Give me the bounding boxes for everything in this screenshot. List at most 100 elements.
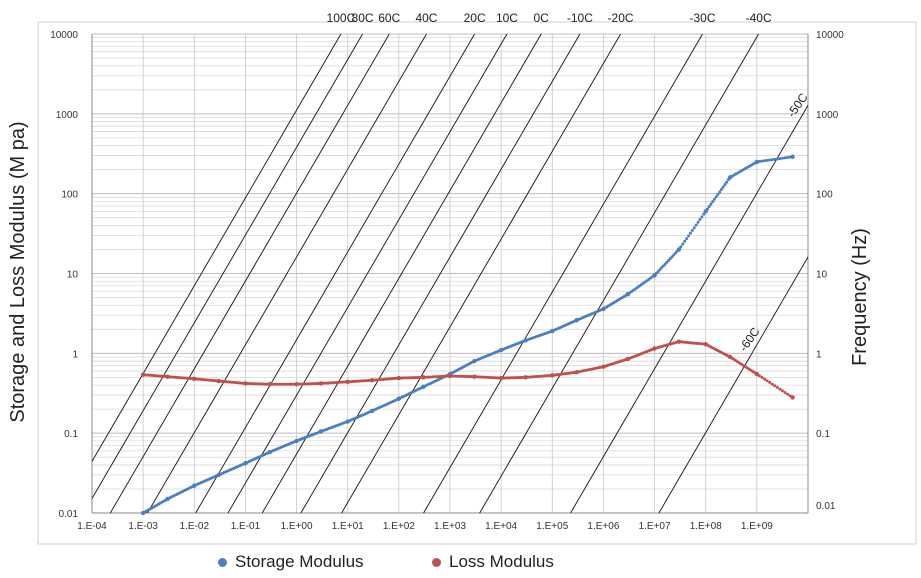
data-point-fill: [600, 308, 604, 312]
data-point-fill: [788, 155, 792, 159]
storage-dot-icon: [218, 557, 227, 567]
data-point-fill: [712, 197, 716, 201]
temperature-line-1: [92, 34, 363, 500]
left-y-tick-label: 100: [61, 190, 78, 201]
data-point-fill: [681, 242, 685, 246]
data-series: [140, 154, 795, 516]
temperature-line-2: [109, 34, 390, 513]
data-point-fill: [395, 398, 399, 402]
temperature-line-5: [227, 34, 508, 513]
data-point-fill: [573, 319, 577, 323]
data-point-fill: [718, 190, 722, 194]
x-tick-label: 1.E+08: [690, 521, 722, 532]
left-y-tick-label: 0.01: [59, 509, 79, 520]
data-point-fill: [760, 159, 764, 163]
right-axis-title: Frequency (Hz): [849, 228, 871, 366]
data-point-fill: [760, 375, 764, 379]
temperature-line-0: [92, 34, 342, 463]
temperature-line-7: [300, 34, 581, 513]
temperature-line-11: [570, 104, 808, 513]
x-tick-label: 1.E-04: [77, 521, 107, 532]
data-point-fill: [690, 228, 694, 232]
data-point-fill: [726, 178, 730, 182]
data-point-fill: [446, 374, 450, 378]
data-point-fill: [317, 381, 321, 385]
data-point-fill: [763, 159, 767, 163]
temperature-line-12: [658, 256, 808, 513]
data-point-fill: [694, 223, 698, 227]
gridlines: [91, 33, 809, 514]
temperature-lines: [92, 34, 808, 513]
data-point-fill: [788, 394, 792, 398]
temperature-line-8: [341, 34, 621, 513]
data-point-fill: [675, 340, 679, 344]
data-point-fill: [775, 157, 779, 161]
data-point-fill: [420, 386, 424, 390]
data-point-fill: [778, 387, 782, 391]
data-point-fill: [770, 382, 774, 386]
x-tick-label: 1.E+09: [741, 521, 773, 532]
data-point-fill: [698, 218, 702, 222]
data-point-fill: [293, 440, 297, 444]
left-y-tick-label: 0.1: [64, 429, 78, 440]
data-point-fill: [702, 342, 706, 346]
data-point-fill: [522, 375, 526, 379]
temperature-label: 40C: [415, 11, 437, 25]
data-point-fill: [344, 420, 348, 424]
temperature-label: 100C: [327, 11, 356, 25]
data-point-fill: [726, 354, 730, 358]
data-point-fill: [685, 237, 689, 241]
data-point-fill: [692, 226, 696, 230]
data-point-fill: [753, 161, 757, 165]
right-y-tick-label: 100: [816, 190, 833, 201]
data-point-fill: [719, 188, 723, 192]
data-point-fill: [705, 207, 709, 211]
data-point-fill: [700, 215, 704, 219]
data-point-fill: [548, 330, 552, 334]
data-point-fill: [679, 245, 683, 249]
data-point-fill: [763, 377, 767, 381]
x-tick-label: 1.E+01: [332, 521, 364, 532]
temperature-line-3: [147, 34, 427, 513]
data-point-fill: [711, 200, 715, 204]
right-y-tick-label: 0.1: [816, 429, 830, 440]
data-point-fill: [716, 192, 720, 196]
data-point-fill: [785, 392, 789, 396]
data-point-fill: [497, 349, 501, 353]
data-point-fill: [773, 384, 777, 388]
legend-label-storage: Storage Modulus: [235, 552, 364, 571]
data-point-fill: [624, 293, 628, 297]
legend-label-loss: Loss Modulus: [449, 552, 554, 571]
data-point-fill: [753, 371, 757, 375]
data-point-fill: [709, 202, 713, 206]
data-point-fill: [368, 378, 372, 382]
data-point-fill: [242, 462, 246, 466]
data-point-fill: [783, 390, 787, 394]
temperature-line-6: [261, 34, 542, 513]
data-point-fill: [688, 231, 692, 235]
left-y-tick-label: 1000: [56, 110, 79, 121]
data-point-fill: [215, 474, 219, 478]
left-y-tick-label: 10000: [50, 30, 78, 41]
x-tick-label: 1.E-02: [180, 521, 210, 532]
x-tick-label: 1.E+00: [281, 521, 313, 532]
x-tick-label: 1.E+02: [383, 521, 415, 532]
left-y-tick-labels: 0.01 0.1 1 10 100 1000 10000: [50, 30, 78, 520]
data-point-fill: [497, 376, 501, 380]
data-point-fill: [651, 275, 655, 279]
loss-modulus-series: [140, 339, 795, 400]
data-point-fill: [783, 156, 787, 160]
data-point-fill: [714, 195, 718, 199]
data-point-fill: [317, 430, 321, 434]
data-point-fill: [675, 249, 679, 253]
data-point-fill: [471, 375, 475, 379]
data-point-fill: [600, 365, 604, 369]
data-point-fill: [344, 380, 348, 384]
temperature-line-9: [423, 34, 703, 513]
data-point-fill: [785, 155, 789, 159]
data-point-fill: [775, 385, 779, 389]
data-point-fill: [707, 205, 711, 209]
x-tick-label: 1.E+03: [434, 521, 466, 532]
left-y-tick-label: 1: [72, 349, 78, 360]
